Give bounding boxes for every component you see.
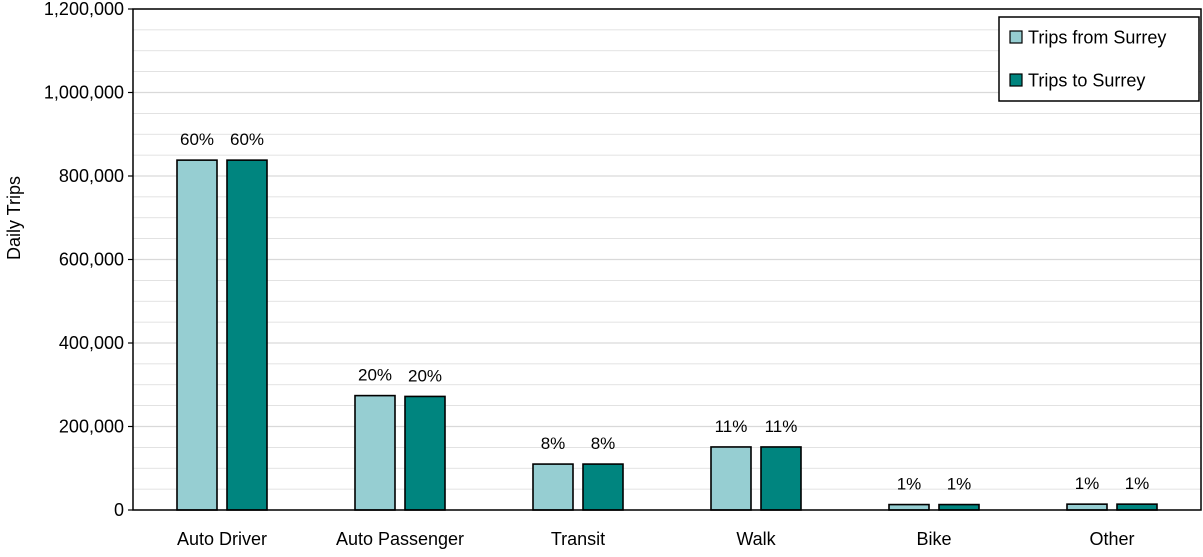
plot-frame [132,8,1202,511]
x-tick-label: Transit [551,529,605,549]
y-tick-label: 200,000 [59,417,124,437]
bars-layer [176,159,1158,511]
bar-bike-trips-from-surrey [888,503,930,511]
data-label: 20% [358,366,392,385]
axis-layer: 0 200,000 400,000 600,000 800,000 1,000,000 1,… [44,0,1202,549]
bar-walk-trips-from-surrey [710,446,752,511]
data-label: 1% [1075,474,1100,493]
y-tick-label: 400,000 [59,333,124,353]
x-tick-label: Bike [916,529,951,549]
legend-label-trips-from-surrey: Trips from Surrey [1028,28,1166,48]
legend-swatch-trips-to-surrey [1009,73,1023,87]
data-label: 1% [947,475,972,494]
legend-swatch-trips-from-surrey [1009,30,1023,44]
data-label: 11% [765,417,798,436]
y-axis-title: Daily Trips [4,176,24,260]
bar-auto-passenger-trips-to-surrey [404,395,446,511]
y-tick-label: 1,000,000 [44,83,124,103]
y-tick-label: 600,000 [59,250,124,270]
y-tick-label: 800,000 [59,166,124,186]
y-tick-label: 0 [114,500,124,520]
bar-bike-trips-to-surrey [938,503,980,511]
legend: Trips from Surrey Trips to Surrey [998,16,1200,102]
data-label: 1% [1125,474,1150,493]
data-label: 11% [715,417,748,436]
bar-auto-driver-trips-from-surrey [176,159,218,511]
bar-walk-trips-to-surrey [760,446,802,511]
bar-transit-trips-to-surrey [582,463,624,511]
data-label: 20% [408,366,442,385]
data-label: 60% [230,130,264,149]
data-label: 1% [897,475,922,494]
x-tick-label: Walk [736,529,776,549]
x-tick-label: Other [1089,529,1134,549]
data-label: 8% [591,434,616,453]
bar-auto-passenger-trips-from-surrey [354,394,396,511]
data-label: 8% [541,434,566,453]
x-tick-label: Auto Driver [177,529,267,549]
bar-other-trips-to-surrey [1116,503,1158,511]
bar-transit-trips-from-surrey [532,463,574,511]
legend-label-trips-to-surrey: Trips to Surrey [1028,71,1145,91]
labels-layer: 60% 60% 20% 20% 8% 8% 11% 11% 1% 1% 1% 1% [180,130,1149,493]
data-label: 60% [180,130,214,149]
bar-other-trips-from-surrey [1066,503,1108,511]
legend-box [998,16,1200,102]
bar-auto-driver-trips-to-surrey [226,159,268,511]
y-tick-label: 1,200,000 [44,0,124,19]
x-tick-label: Auto Passenger [336,529,464,549]
